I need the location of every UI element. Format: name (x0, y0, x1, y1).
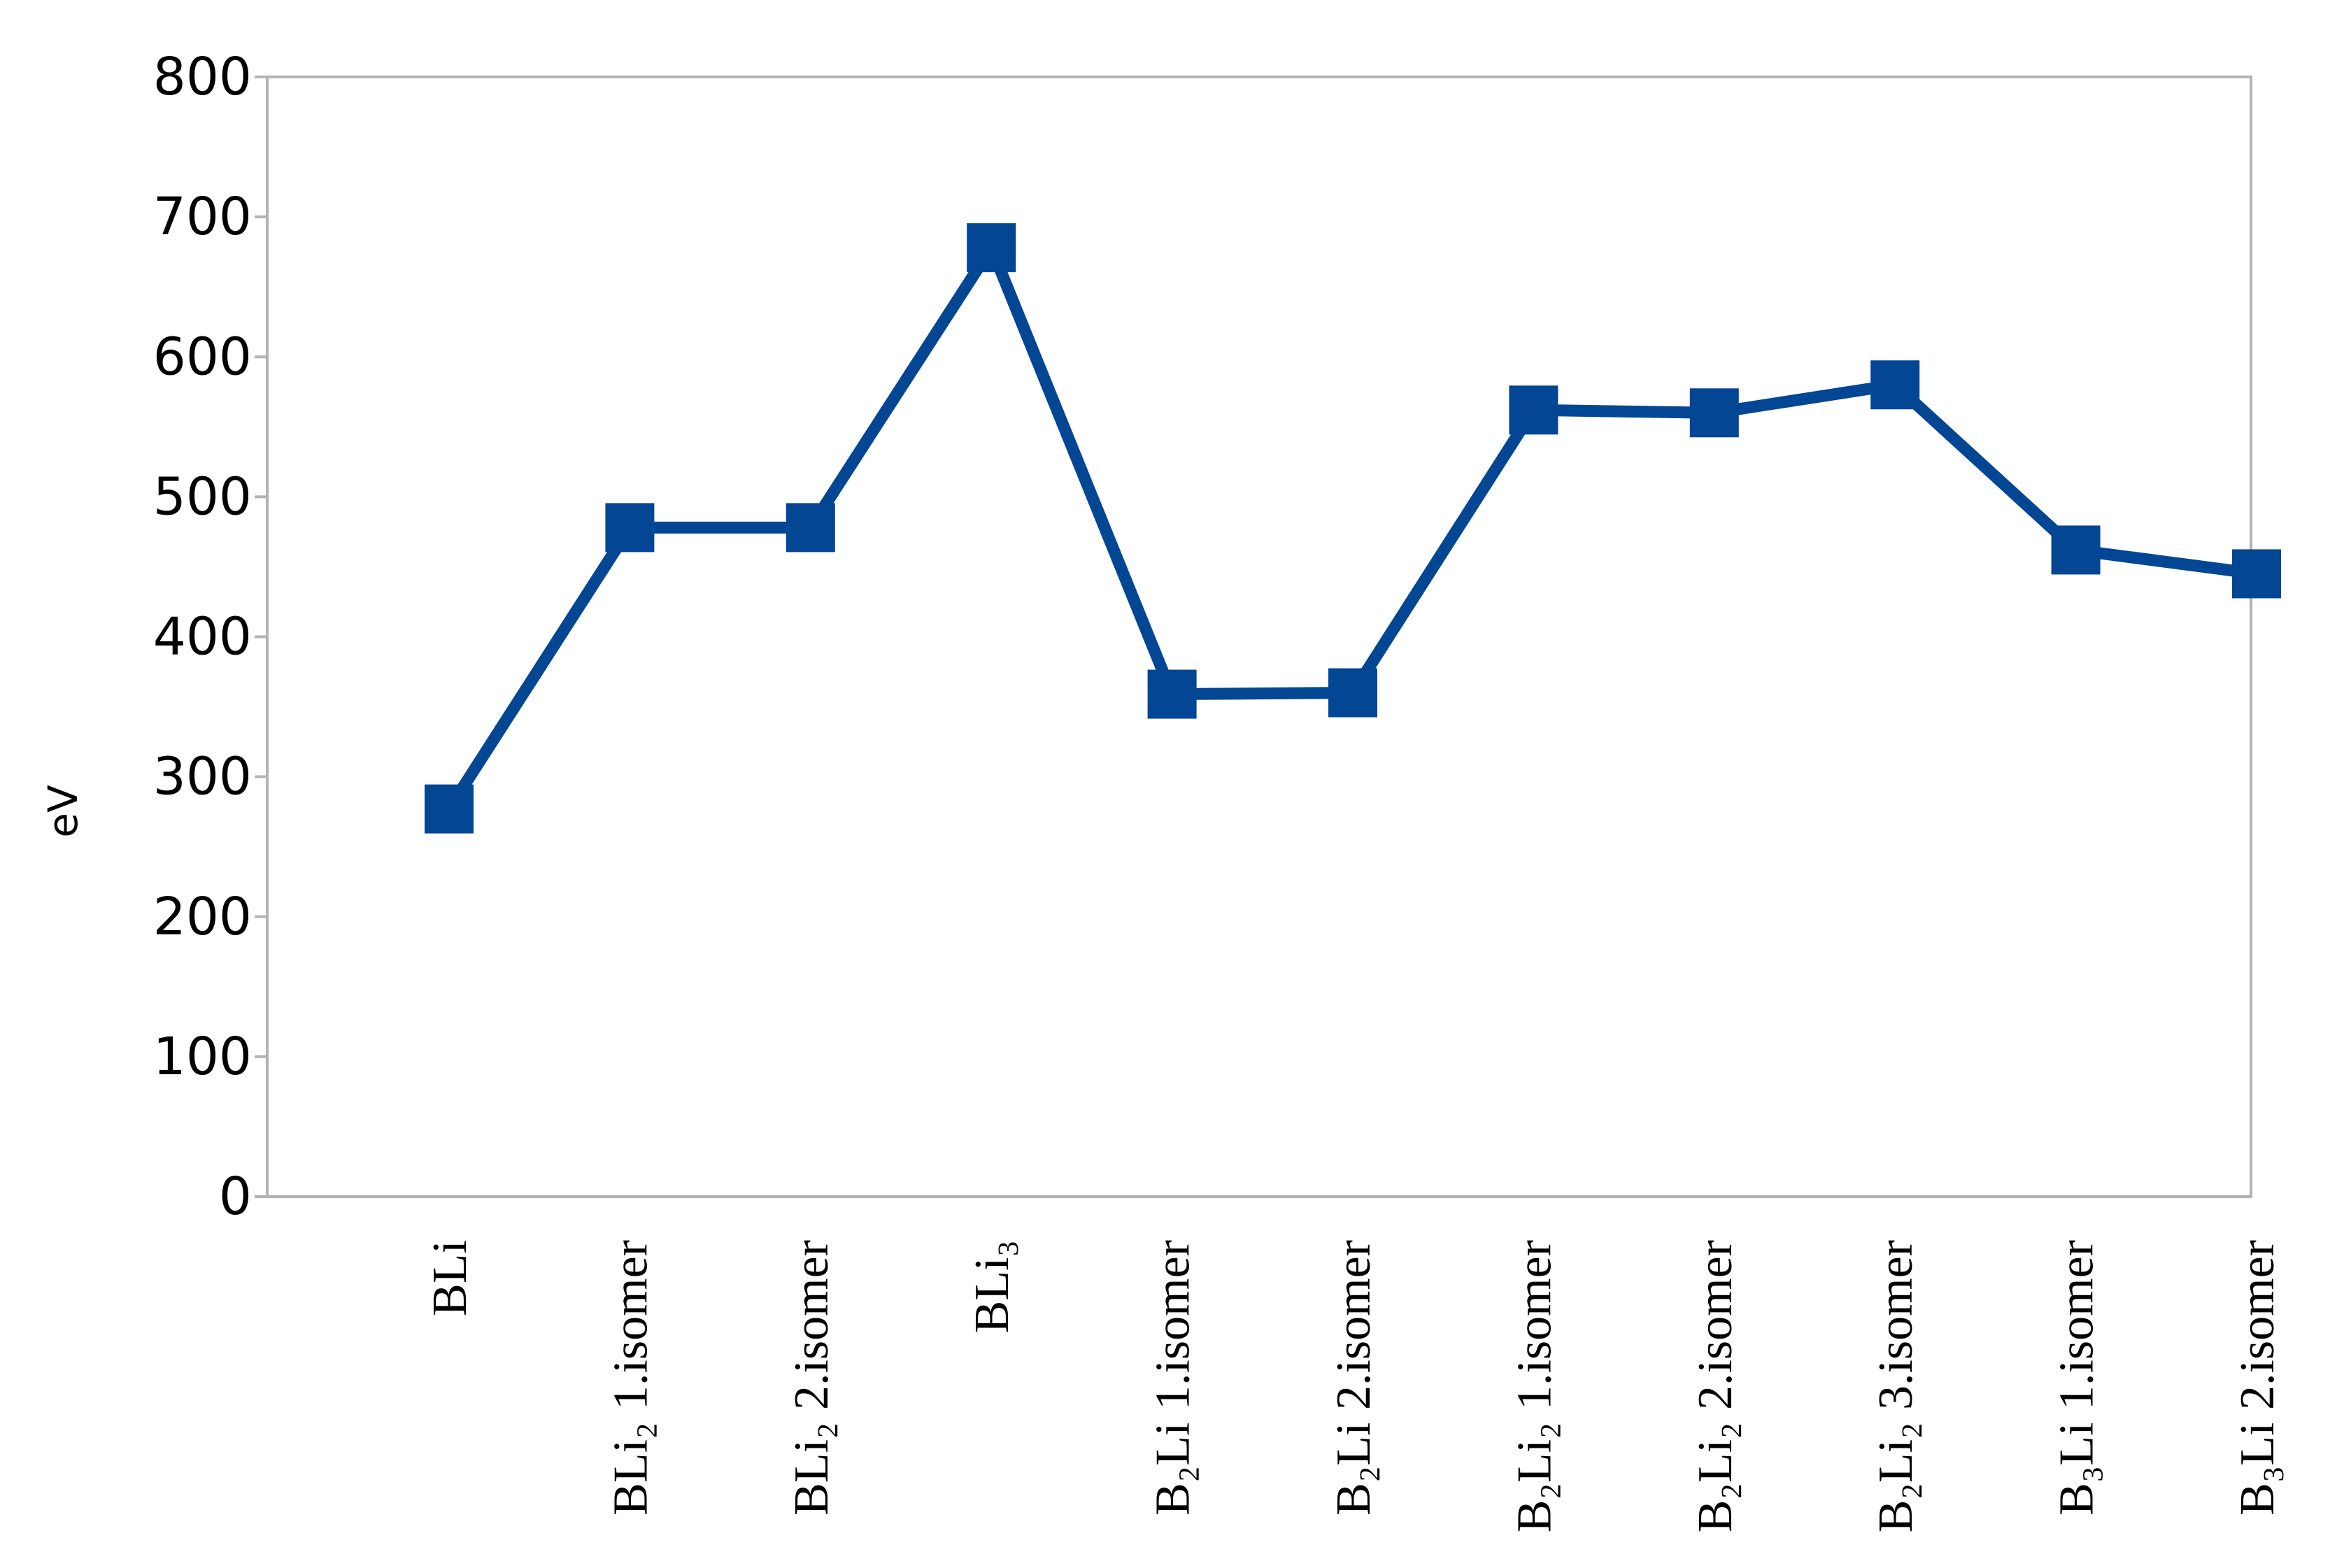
x-tick-label: B₂Li₂ 3.isomer (1869, 1240, 1923, 1532)
data-point-marker (786, 503, 835, 553)
y-tick-label: 200 (153, 887, 252, 947)
x-tick-label: B₂Li₂ 2.isomer (1689, 1240, 1742, 1532)
data-point-marker (1147, 669, 1197, 719)
x-tick-label: B₃Li 1.isomer (2050, 1240, 2104, 1516)
x-tick-layer: BLi BLi₂ 1.isomer BLi₂ 2.isomer BLi₃ B₂Li 1.… (423, 1240, 2285, 1532)
series-line (443, 241, 2263, 815)
data-point-marker (425, 784, 474, 834)
x-tick-label: BLi₃ (965, 1240, 1019, 1333)
y-tick-label: 400 (153, 607, 252, 667)
data-point-marker (1328, 668, 1377, 718)
data-point-marker (1870, 360, 1920, 410)
y-tick-label: 500 (153, 466, 252, 527)
x-tick-label: BLi₂ 1.isomer (604, 1240, 658, 1516)
y-tick-label: 800 (153, 47, 252, 107)
y-tick-layer: 0 100 200 300 400 500 600 700 800 (153, 47, 267, 1227)
x-tick-label: BLi₂ 2.isomer (785, 1240, 839, 1516)
y-tick-label: 100 (153, 1027, 252, 1087)
x-tick-label: B₂Li 2.isomer (1327, 1240, 1381, 1516)
y-axis-title: eV (39, 785, 87, 838)
y-tick-label: 700 (153, 187, 252, 247)
data-point-marker (605, 503, 655, 553)
data-point-marker (1689, 388, 1739, 438)
data-point-marker (2232, 549, 2281, 599)
y-tick-label: 300 (153, 747, 252, 807)
data-point-marker (1509, 385, 1558, 435)
x-tick-label: BLi (423, 1240, 477, 1316)
x-tick-label: B₂Li₂ 1.isomer (1507, 1240, 1561, 1532)
y-tick-label: 600 (153, 327, 252, 387)
series-layer (425, 223, 2281, 834)
x-tick-label: B₃Li 2.isomer (2231, 1240, 2285, 1516)
x-tick-label: B₂Li 1.isomer (1146, 1240, 1200, 1516)
data-point-marker (967, 223, 1016, 273)
data-point-marker (2051, 525, 2101, 575)
y-tick-label: 0 (219, 1167, 252, 1227)
